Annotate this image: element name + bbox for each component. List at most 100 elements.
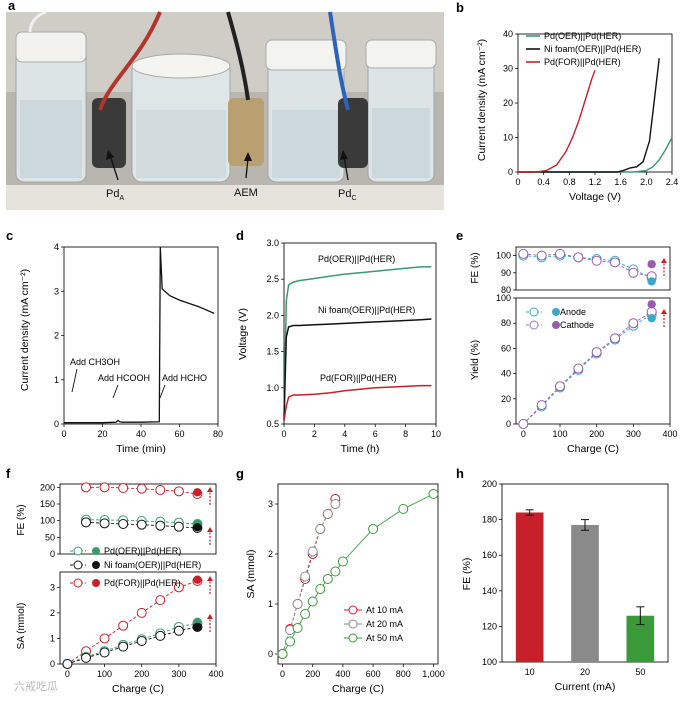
clamp-aem [228, 98, 264, 166]
x-tick-label: 400 [662, 429, 677, 439]
y-tick-label: 200 [482, 479, 497, 489]
arrow-head [207, 487, 213, 492]
x-tick-label: 300 [171, 669, 186, 679]
data-point [628, 318, 639, 329]
jar-left [15, 31, 87, 183]
data-point [136, 519, 147, 530]
data-point [118, 620, 129, 631]
panel-a-photo: PdA AEM PdC [6, 10, 444, 210]
x-tick-label: 1.6 [614, 177, 627, 187]
filled-point [193, 523, 202, 532]
x-tick-label: 200 [134, 669, 149, 679]
y-tick-label: 150 [40, 499, 55, 509]
data-point [307, 546, 318, 557]
data-point [322, 509, 333, 519]
legend-label: Cathode [560, 320, 594, 330]
legend-label: Pd(OER)||Pd(HER) [544, 31, 621, 41]
y-tick-label: 60 [501, 343, 511, 353]
legend-label: Anode [560, 307, 586, 317]
filled-point [647, 300, 656, 309]
x-tick-label: 0 [281, 429, 286, 439]
data-point [315, 524, 326, 534]
annotation: Add HCOOH [98, 373, 150, 383]
legend-marker [348, 619, 358, 629]
legend-marker [73, 578, 83, 588]
y-axis-label: FE (%) [16, 504, 27, 535]
data-point [99, 482, 110, 493]
legend-marker-filled [92, 547, 100, 555]
filled-point [193, 488, 202, 497]
legend-marker-filled [92, 561, 100, 569]
x-tick-label: 800 [396, 669, 411, 679]
y-axis-label: FE (%) [461, 558, 473, 591]
x-tick-label: 60 [174, 429, 184, 439]
x-tick-label: 10 [431, 429, 441, 439]
x-tick-label: 100 [97, 669, 112, 679]
annotation: Add CH3OH [70, 357, 120, 367]
y-tick-label: 0 [508, 167, 513, 177]
legend-marker-filled [552, 308, 560, 316]
plot-frame-e-bottom [515, 297, 671, 425]
y-tick-label: 100 [496, 251, 511, 261]
panel-label-e: e [456, 228, 463, 243]
data-point [591, 347, 602, 358]
bar-20 [571, 524, 599, 662]
series-line-trace [64, 246, 215, 424]
series-line-Pd(OER)||Pd(HER) [283, 266, 432, 421]
annotation-arrow [159, 384, 166, 399]
y-tick-label: 160 [482, 550, 497, 560]
data-point [536, 400, 547, 411]
data-point [118, 483, 129, 493]
x-axis-label: Time (h) [341, 443, 380, 455]
arrow-head [661, 309, 667, 314]
y-tick-label: 100 [40, 516, 55, 526]
data-point [330, 566, 341, 577]
x-axis-label: Time (min) [116, 443, 166, 455]
x-tick-label: 300 [626, 429, 641, 439]
data-point [573, 363, 584, 374]
annotation-arrow [112, 384, 119, 399]
data-point [591, 255, 602, 266]
data-point [81, 652, 91, 663]
chart-b: 0 0.4 0.8 1.2 1.6 2.0 2.4 0 10 20 30 40 Pd(OER)||Pd(… [476, 29, 678, 203]
legend-label: At 20 mA [366, 619, 403, 629]
filled-point [647, 260, 656, 269]
chart-g: 0 200 400 600 800 1,000 0 1 2 3 At 10 mA At 20 mA At… [245, 483, 445, 695]
y-tick-label: 20 [501, 394, 511, 404]
data-point [173, 625, 184, 636]
x-tick-label: 4 [342, 429, 347, 439]
y-axis-label: SA (mmol) [16, 603, 27, 650]
y-tick-label: 0 [50, 659, 55, 669]
legend-marker [348, 633, 358, 643]
series-line-Ni foam(OER)||Pd(HER) [283, 318, 432, 421]
panel-label-a: a [8, 0, 16, 13]
chart-f-bottom: 0 100 200 300 400 0 1 2 3 Charge (C) SA (mmol) [16, 571, 224, 695]
y-tick-label: 120 [482, 621, 497, 631]
data-point [136, 607, 147, 618]
x-tick-label: 0.4 [537, 177, 550, 187]
y-tick-label: 0 [268, 649, 273, 659]
y-tick-label: 20 [503, 98, 513, 108]
series-line-Pd(FOR)||Pd(HER) [518, 69, 596, 173]
plot-frame-e-top [515, 246, 671, 291]
chart-f-top: 0 50 100 150 200 FE (%) [16, 482, 217, 559]
panel-label-h: h [456, 466, 464, 481]
data-point [330, 499, 341, 509]
legend-marker [73, 560, 83, 570]
series-label: Ni foam(OER)||Pd(HER) [318, 305, 415, 315]
data-point [398, 504, 409, 514]
x-tick-label: 8 [403, 429, 408, 439]
series-line-Pd(FOR)||Pd(HER) [283, 384, 432, 421]
x-tick-label: 0 [280, 669, 285, 679]
y-tick-label: 100 [482, 657, 497, 667]
cable-red-left [98, 11, 162, 111]
x-tick-label: 1,000 [422, 669, 445, 679]
chart-c: 0 20 40 60 80 0 1 2 3 4 Add CH3OH Add HCOOH Add HCHO… [19, 242, 223, 455]
panel-label-b: b [456, 0, 464, 15]
y-axis-label: Voltage (V) [237, 308, 249, 360]
x-tick-label: 80 [213, 429, 223, 439]
legend-marker [73, 546, 83, 556]
x-tick-label: 50 [635, 667, 645, 677]
label-aem: AEM [234, 187, 258, 199]
y-tick-label: 80 [501, 285, 511, 295]
